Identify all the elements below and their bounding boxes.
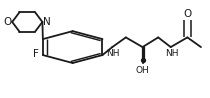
Text: O: O xyxy=(183,9,192,19)
Text: NH: NH xyxy=(107,49,120,58)
Text: OH: OH xyxy=(136,66,150,75)
Text: •: • xyxy=(141,61,145,67)
Text: F: F xyxy=(33,49,39,59)
Text: O: O xyxy=(3,17,12,27)
Text: NH: NH xyxy=(165,49,178,58)
Text: N: N xyxy=(43,17,51,27)
